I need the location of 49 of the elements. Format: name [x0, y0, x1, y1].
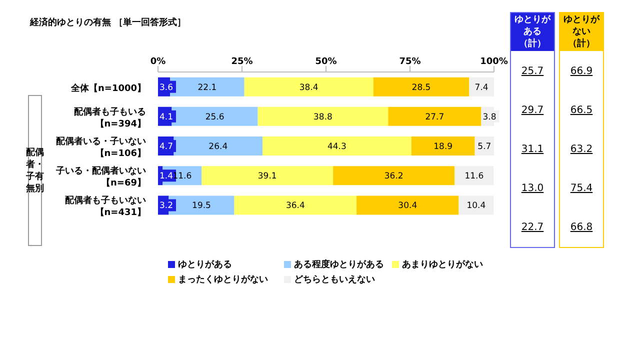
- y-tick-label: 配偶者も子もいない【n=431】: [65, 195, 146, 218]
- data-label: 1.4: [160, 172, 174, 182]
- text: 75.4: [569, 183, 594, 194]
- data-label: 28.5: [412, 82, 431, 93]
- chart-title: 経済的ゆとりの有無 ［単一回答形式］: [30, 16, 186, 29]
- y-tick-label: 配偶者いる・子いない【n=106】: [56, 136, 146, 159]
- data-label: 38.8: [314, 112, 332, 122]
- x-tick-label: 25%: [231, 57, 253, 67]
- data-label: 18.9: [434, 142, 453, 152]
- text: 13.0: [520, 183, 545, 194]
- text: 31.1: [520, 144, 545, 155]
- text: 63.2: [569, 144, 594, 155]
- data-label: 30.4: [398, 201, 418, 212]
- y-tick-label: 配偶者も子もいる【n=394】: [74, 106, 146, 130]
- text: ゆとりがある（計）: [511, 13, 554, 51]
- x-tick-label: 0%: [150, 57, 166, 67]
- data-label: 10.4: [466, 201, 486, 212]
- legend-label: あまりゆとりがない: [401, 259, 484, 271]
- data-label: 25.6: [205, 112, 224, 122]
- text: 66.5: [569, 104, 594, 116]
- text: 配偶者・子有無別: [26, 95, 44, 246]
- data-label: 22.1: [198, 82, 217, 93]
- data-label: 36.2: [384, 172, 404, 182]
- legend-label: ある程度ゆとりがある: [293, 258, 385, 271]
- y-tick-label: 全体【n=1000】: [70, 82, 146, 94]
- x-tick-label: 100%: [480, 57, 508, 67]
- x-tick-label: 75%: [399, 57, 421, 67]
- data-label: 26.4: [208, 142, 228, 152]
- x-tick-label: 50%: [315, 57, 337, 67]
- data-label: 27.7: [425, 112, 444, 122]
- data-label: 5.7: [478, 142, 492, 152]
- text: 25.7: [520, 66, 545, 77]
- data-label: 11.6: [464, 172, 484, 182]
- text: 66.8: [569, 222, 594, 234]
- data-label: 44.3: [327, 142, 346, 152]
- y-tick-label: 子いる・配偶者いない【n=69】: [55, 166, 146, 189]
- data-label: 39.1: [258, 172, 277, 182]
- text: 22.7: [520, 222, 545, 234]
- data-label: 4.7: [160, 142, 174, 152]
- data-label: 38.4: [299, 82, 318, 93]
- data-label: 7.4: [474, 82, 488, 93]
- text: ゆとりがない（計）: [560, 13, 603, 51]
- legend-label: どちらともいえない: [293, 274, 376, 286]
- data-label: 19.5: [192, 201, 211, 212]
- legend-label: ゆとりがある: [177, 259, 233, 271]
- data-label: 36.4: [286, 201, 305, 212]
- legend-label: まったくゆとりがない: [177, 274, 269, 286]
- text: 29.7: [520, 104, 545, 116]
- text: 66.9: [569, 66, 594, 77]
